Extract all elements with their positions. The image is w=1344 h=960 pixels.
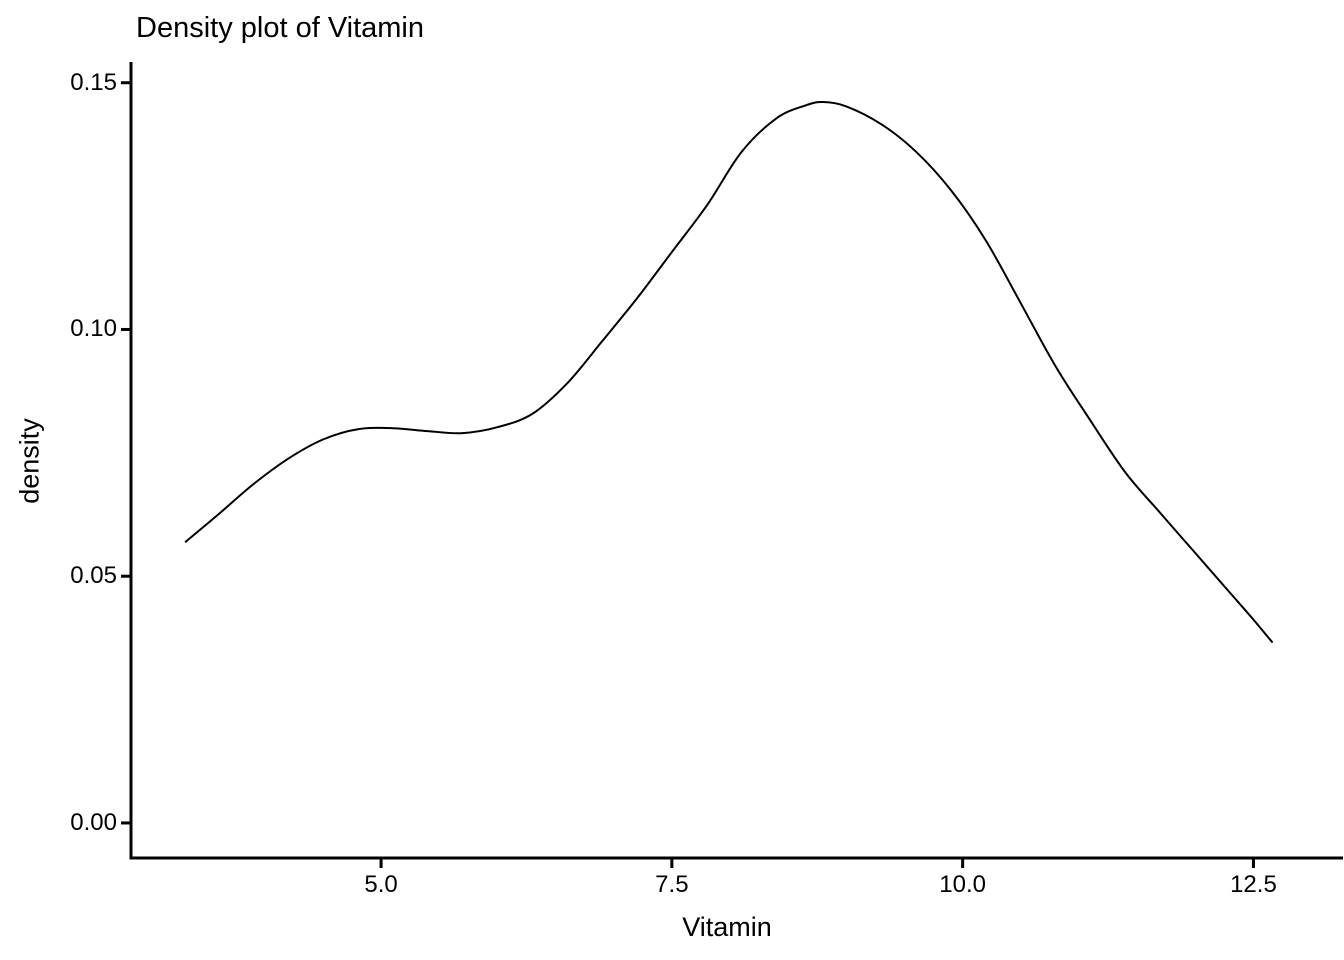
y-tick-label: 0.10 [70, 315, 117, 343]
x-tick-label: 10.0 [939, 871, 986, 898]
x-tick-label: 12.5 [1230, 871, 1277, 898]
y-tick-label: 0.05 [70, 562, 117, 590]
x-axis-title: Vitamin [682, 912, 772, 942]
x-tick-label: 5.0 [364, 871, 398, 898]
y-tick-label: 0.00 [70, 808, 117, 836]
plot-title: Density plot of Vitamin [136, 12, 424, 44]
x-tick-label: 7.5 [655, 871, 689, 898]
y-tick-label: 0.15 [70, 68, 117, 96]
axis-lines [129, 62, 1343, 860]
density-curve [184, 100, 1273, 643]
